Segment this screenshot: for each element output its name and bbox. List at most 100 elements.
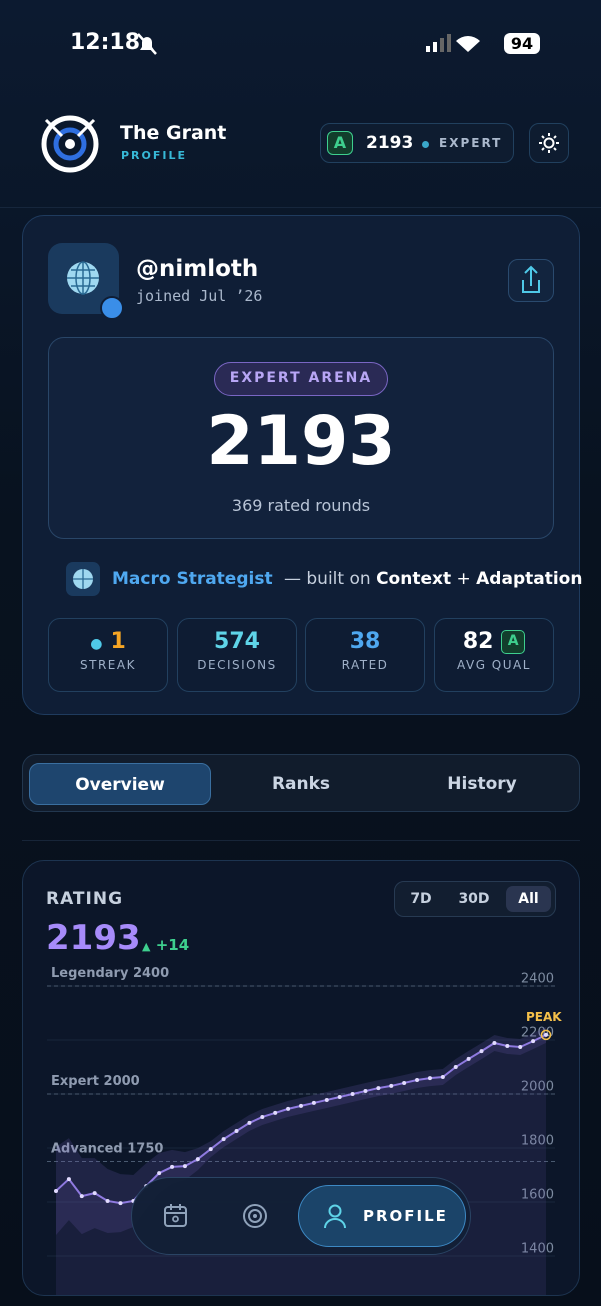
rating-point (466, 1056, 471, 1061)
reference-label: Legendary 2400 (51, 966, 169, 981)
rating-point (505, 1043, 510, 1048)
share-button[interactable] (508, 259, 554, 302)
y-tick-label: 1600 (521, 1188, 554, 1203)
target-icon[interactable] (241, 1202, 269, 1230)
nav-active[interactable]: PROFILE (298, 1185, 466, 1247)
rating-point (66, 1177, 71, 1182)
grade-badge: A (501, 630, 526, 654)
signal-wifi (426, 34, 480, 52)
rating-point (337, 1094, 342, 1099)
rating-point (195, 1157, 200, 1162)
peak-label: PEAK (526, 1010, 562, 1024)
tab[interactable]: History (447, 774, 517, 794)
rating-point (286, 1106, 291, 1111)
calendar-icon[interactable] (162, 1202, 190, 1230)
rating-point (208, 1147, 213, 1152)
rating-point (531, 1039, 536, 1044)
app-title: The Grant (120, 122, 227, 144)
stat-value: 82 A (435, 629, 553, 654)
mute-icon (137, 33, 157, 55)
dot (422, 141, 429, 148)
globe-icon (67, 261, 99, 295)
rating-point (544, 1032, 548, 1037)
rating-point (427, 1076, 432, 1081)
stat-number: 82 (462, 629, 494, 654)
stat-value: 38 (349, 629, 381, 654)
tab-bar: Overview Ranks History (22, 754, 580, 812)
stat-label: RATED (341, 658, 389, 672)
rating-point (182, 1164, 187, 1169)
rating-point (440, 1075, 445, 1080)
y-tick-label: 1400 (521, 1242, 554, 1257)
built-on: — built on (283, 569, 371, 589)
tab[interactable]: Ranks (271, 774, 331, 794)
rating-point (247, 1120, 252, 1125)
stat-label: STREAK (80, 658, 136, 672)
rating-change: ▲ +14 (142, 936, 190, 954)
trait: Adaptation (476, 569, 583, 589)
range-option[interactable]: 7D (410, 891, 432, 907)
archetype-icon (66, 562, 100, 596)
rating-point (389, 1083, 394, 1088)
archetype[interactable]: Macro Strategist (112, 569, 273, 589)
joined: joined Jul ’26 (136, 287, 263, 305)
chart-title: RATING (46, 889, 124, 909)
stat-label: AVG QUAL (457, 658, 531, 672)
reference-label: Expert 2000 (51, 1074, 140, 1089)
rating-point (157, 1171, 162, 1176)
stat-card: 574 DECISIONS (177, 618, 297, 692)
rating-point (299, 1103, 303, 1108)
nav-label: PROFILE (363, 1207, 448, 1225)
rating-point (350, 1092, 355, 1097)
rating-point (234, 1129, 239, 1134)
clock: 12:18 (70, 30, 141, 55)
rating-point (260, 1114, 265, 1119)
trait: Context (376, 569, 452, 589)
y-tick-label: 2400 (521, 972, 554, 987)
rating-point (402, 1080, 407, 1085)
rating-point (453, 1065, 458, 1070)
rating-point (54, 1188, 58, 1193)
rating-point (221, 1137, 226, 1142)
edit-badge[interactable] (100, 296, 124, 320)
range-selector: 7D 30D All (394, 881, 556, 917)
stat-number: 1 (110, 629, 126, 654)
y-tick-label: 1800 (521, 1134, 554, 1149)
rating-point (324, 1097, 329, 1102)
person-icon (324, 1204, 346, 1229)
share-icon (522, 265, 540, 293)
rating-point (170, 1164, 175, 1169)
tab-active[interactable]: Overview (29, 763, 211, 805)
rating-point (376, 1086, 381, 1091)
y-tick-label: 2000 (521, 1080, 554, 1095)
header-rating: 2193 (366, 133, 414, 153)
rating-point (92, 1191, 97, 1196)
stat-value: ● 1 (90, 629, 126, 654)
battery: 94 (504, 33, 540, 54)
arena-pill: EXPERT ARENA (214, 362, 388, 396)
rating-point (518, 1045, 523, 1050)
stat-card: 38 RATED (305, 618, 425, 692)
rating-point (492, 1040, 497, 1045)
arena-rating: 2193 (206, 402, 396, 481)
stat-card: ● 1 STREAK (48, 618, 168, 692)
plus: + (456, 569, 471, 589)
rating-point (311, 1100, 316, 1105)
archetype-line: Macro Strategist — built on Context + Ad… (112, 569, 582, 589)
handle: @nimloth (136, 256, 259, 282)
current-rating: 2193 (46, 918, 141, 958)
range-option-active[interactable]: All (506, 886, 551, 912)
stat-label: DECISIONS (197, 658, 277, 672)
rounds: 369 rated rounds (231, 496, 371, 515)
divider (22, 840, 580, 841)
app-subtitle: PROFILE (121, 149, 188, 162)
rating-badge[interactable]: A 2193 EXPERT (320, 123, 514, 163)
change-value: +14 (155, 936, 190, 954)
logo (41, 115, 99, 173)
range-option[interactable]: 30D (458, 891, 490, 907)
sun-icon (539, 133, 559, 153)
theme-toggle[interactable] (529, 123, 569, 163)
bottom-nav: PROFILE (131, 1177, 471, 1255)
rating-point (479, 1049, 484, 1054)
